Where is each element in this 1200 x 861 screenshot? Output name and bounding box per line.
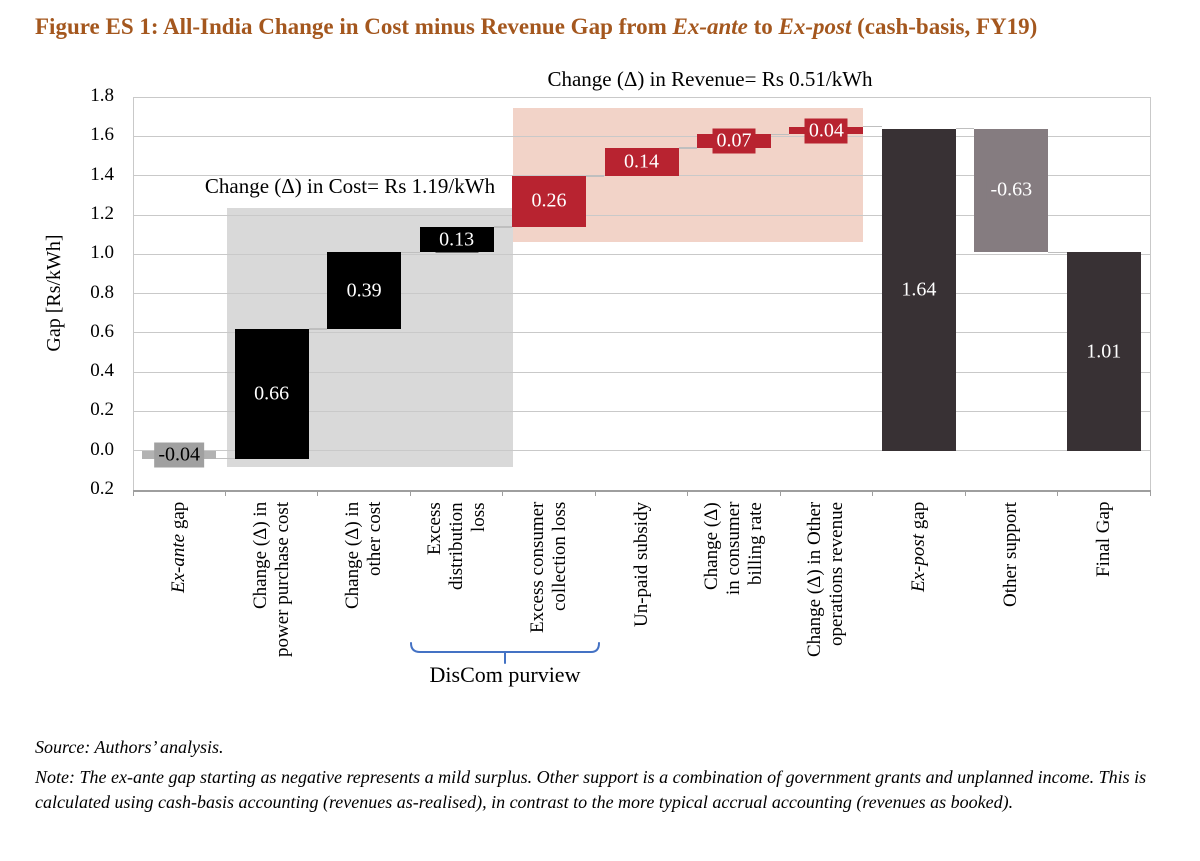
x-axis-tick xyxy=(779,490,781,496)
x-label-segment: Change (Δ) in power purchase cost xyxy=(249,502,293,658)
figure-title: Figure ES 1: All-India Change in Cost mi… xyxy=(35,14,1175,40)
x-label-ex-post-gap: Ex-post gap xyxy=(908,502,930,720)
x-label-segment: Change (Δ) in Other operations revenue xyxy=(804,502,848,658)
x-label-final-gap: Final Gap xyxy=(1093,502,1115,720)
bar-value-label-power-purchase-cost: 0.66 xyxy=(250,381,294,407)
bar-value-label-ex-ante-gap: -0.04 xyxy=(154,442,205,468)
x-label-segment: Change (Δ) in consumer billing rate xyxy=(700,502,766,596)
y-tick-label: 0.2 xyxy=(90,399,114,421)
y-tick-label: 1.6 xyxy=(90,124,114,146)
x-label-segment: Excess distribution loss xyxy=(423,502,489,590)
bar-value-label-consumer-billing-rate: 0.07 xyxy=(712,128,756,154)
plot-border-right xyxy=(1150,97,1151,490)
y-tick-label: 1.4 xyxy=(90,163,114,185)
source-note: Source: Authors’ analysis. xyxy=(35,737,224,757)
x-axis-tick xyxy=(594,490,596,496)
discom-brace-path xyxy=(410,642,600,664)
bar-value-label-other-support: -0.63 xyxy=(986,177,1037,203)
discom-brace xyxy=(410,642,600,664)
x-label-segment: Un-paid subsidy xyxy=(630,502,652,628)
x-axis-tick xyxy=(687,490,689,496)
x-label-other-cost: Change (Δ) in other cost xyxy=(342,502,386,720)
title-segment: to xyxy=(747,14,779,39)
gridline xyxy=(133,332,1150,334)
x-axis-tick xyxy=(132,490,134,496)
bar-value-label-excess-distribution-loss: 0.13 xyxy=(435,227,479,253)
connector xyxy=(1048,251,1067,254)
x-label-segment: gap xyxy=(907,502,929,535)
x-label-un-paid-subsidy: Un-paid subsidy xyxy=(631,502,653,720)
bar-value-label-other-cost: 0.39 xyxy=(342,278,386,304)
connector xyxy=(493,226,513,228)
title-segment: Figure ES 1: All-India Change in Cost mi… xyxy=(35,14,673,39)
y-tick-label: 0.4 xyxy=(90,360,114,382)
x-label-consumer-billing-rate: Change (Δ) in consumer billing rate xyxy=(701,502,767,720)
y-tick-label: 1.2 xyxy=(90,203,114,225)
connector xyxy=(770,133,790,136)
gridline xyxy=(133,135,1150,137)
x-axis-tick xyxy=(964,490,966,496)
bar-value-label-excess-consumer-collection-loss: 0.26 xyxy=(527,188,571,214)
gridline xyxy=(133,371,1150,373)
y-tick-label: 1.0 xyxy=(90,242,114,264)
x-axis-tick xyxy=(1149,490,1151,496)
connector xyxy=(955,127,975,130)
revenue-change-annotation: Change (Δ) in Revenue= Rs 0.51/kWh xyxy=(547,67,873,91)
x-axis-line xyxy=(133,490,1150,492)
x-axis-tick xyxy=(224,490,226,496)
y-tick-label: 1.8 xyxy=(90,85,114,107)
x-axis-tick xyxy=(317,490,319,496)
x-label-power-purchase-cost: Change (Δ) in power purchase cost xyxy=(250,502,294,720)
x-label-other-support: Other support xyxy=(1000,502,1022,720)
y-tick-label: 0.8 xyxy=(90,281,114,303)
x-label-segment: gap xyxy=(168,502,190,535)
x-label-segment: Excess consumer collection loss xyxy=(527,502,571,634)
x-label-segment: Ex-post xyxy=(907,534,929,593)
connector xyxy=(216,457,235,460)
connector xyxy=(308,328,328,330)
bar-value-label-un-paid-subsidy: 0.14 xyxy=(620,149,663,175)
x-label-segment: Change (Δ) in other cost xyxy=(342,502,386,610)
gridline xyxy=(133,175,1150,177)
bar-value-label-final-gap: 1.01 xyxy=(1082,339,1126,365)
x-axis-tick xyxy=(409,490,411,496)
title-segment: Ex-post xyxy=(778,14,852,39)
gridline xyxy=(133,214,1150,216)
plot-border-left xyxy=(133,97,134,490)
connector xyxy=(586,174,605,177)
y-tick-label: 0.6 xyxy=(90,320,114,342)
x-axis-tick xyxy=(502,490,504,496)
x-label-other-operations-revenue: Change (Δ) in Other operations revenue xyxy=(804,502,848,720)
bar-value-label-other-operations-revenue: 0.04 xyxy=(804,118,848,144)
gridline xyxy=(133,253,1150,255)
gridline xyxy=(133,450,1150,452)
x-label-segment: Final Gap xyxy=(1092,502,1114,578)
x-label-segment: Ex-ante xyxy=(168,534,190,594)
x-label-ex-ante-gap: Ex-ante gap xyxy=(168,502,190,720)
title-segment: (cash-basis, FY19) xyxy=(851,14,1038,39)
y-tick-label: 0.0 xyxy=(90,438,114,460)
connector xyxy=(401,251,420,254)
figure-note: Note: The ex-ante gap starting as negati… xyxy=(35,767,1147,812)
connector xyxy=(678,147,697,150)
gridline xyxy=(133,410,1150,412)
x-label-segment: Other support xyxy=(1000,502,1022,608)
bar-value-label-ex-post-gap: 1.64 xyxy=(897,277,941,303)
x-axis-tick xyxy=(1057,490,1059,496)
gridline xyxy=(133,96,1150,98)
discom-brace-label: DisCom purview xyxy=(429,662,581,687)
cost-change-annotation: Change (Δ) in Cost= Rs 1.19/kWh xyxy=(204,174,496,198)
x-axis-tick xyxy=(872,490,874,496)
title-segment: Ex-ante xyxy=(672,14,748,39)
connector xyxy=(863,125,882,128)
y-tick-label: 0.2 xyxy=(90,477,114,499)
gridline xyxy=(133,293,1150,295)
